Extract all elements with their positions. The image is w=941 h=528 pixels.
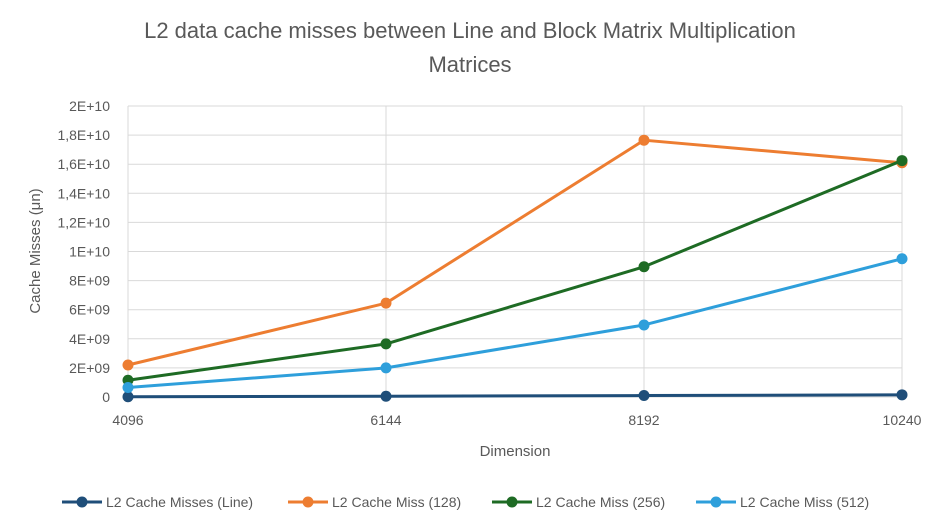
grid [127, 105, 903, 398]
series-2 [122, 134, 908, 371]
y-tick-label: 1,8E+10 [57, 127, 110, 143]
data-point [380, 338, 392, 350]
data-point [638, 261, 650, 273]
legend-marker [710, 496, 722, 508]
legend-label: L2 Cache Miss (512) [740, 494, 869, 510]
series-line [127, 138, 903, 367]
data-point [638, 390, 650, 402]
legend-item: L2 Cache Misses (Line) [62, 494, 253, 510]
series-lines [122, 134, 908, 403]
y-tick-label: 6E+09 [69, 302, 110, 318]
y-tick-label: 2E+09 [69, 360, 110, 376]
series-3 [122, 155, 908, 386]
series-line [127, 393, 903, 399]
data-point [896, 253, 908, 265]
legend-label: L2 Cache Miss (128) [332, 494, 461, 510]
data-point [122, 359, 134, 371]
data-point [896, 155, 908, 167]
data-point [380, 297, 392, 309]
y-tick-label: 1,6E+10 [57, 156, 110, 172]
data-point [122, 382, 134, 394]
y-tick-label: 4E+09 [69, 331, 110, 347]
series-line [127, 257, 903, 390]
y-axis-label: Cache Misses (μn) [27, 188, 44, 313]
data-point [380, 390, 392, 402]
y-tick-label: 2E+10 [69, 98, 110, 114]
y-tick-label: 1,2E+10 [57, 214, 110, 230]
chart-title-line-1: L2 data cache misses between Line and Bl… [144, 18, 796, 43]
series-1 [122, 389, 908, 403]
data-point [638, 134, 650, 146]
data-point [122, 391, 134, 403]
legend: L2 Cache Misses (Line) L2 Cache Miss (128… [62, 494, 869, 510]
legend-label: L2 Cache Miss (256) [536, 494, 665, 510]
legend-label: L2 Cache Misses (Line) [106, 494, 253, 510]
data-point [380, 362, 392, 374]
data-point [638, 319, 650, 331]
y-axis-ticks: 0 2E+09 4E+09 6E+09 8E+09 1E+10 1,2E+10 1,4E+10… [57, 98, 110, 405]
legend-marker [506, 496, 518, 508]
legend-marker [76, 496, 88, 508]
y-tick-label: 1E+10 [69, 244, 110, 260]
x-tick-label: 6144 [370, 412, 401, 428]
legend-item: L2 Cache Miss (512) [696, 494, 869, 510]
series-4 [122, 253, 908, 394]
y-tick-label: 1,4E+10 [57, 185, 110, 201]
legend-item: L2 Cache Miss (128) [288, 494, 461, 510]
chart-title-line-2: Matrices [428, 52, 511, 77]
data-point [896, 389, 908, 401]
y-tick-label: 0 [102, 389, 110, 405]
x-tick-label: 8192 [628, 412, 659, 428]
x-axis-label: Dimension [480, 443, 551, 460]
y-tick-label: 8E+09 [69, 273, 110, 289]
x-tick-label: 4096 [112, 412, 143, 428]
series-line [127, 159, 903, 382]
x-axis-ticks: 4096 6144 8192 10240 [112, 412, 921, 428]
x-tick-label: 10240 [883, 412, 922, 428]
legend-item: L2 Cache Miss (256) [492, 494, 665, 510]
legend-marker [302, 496, 314, 508]
